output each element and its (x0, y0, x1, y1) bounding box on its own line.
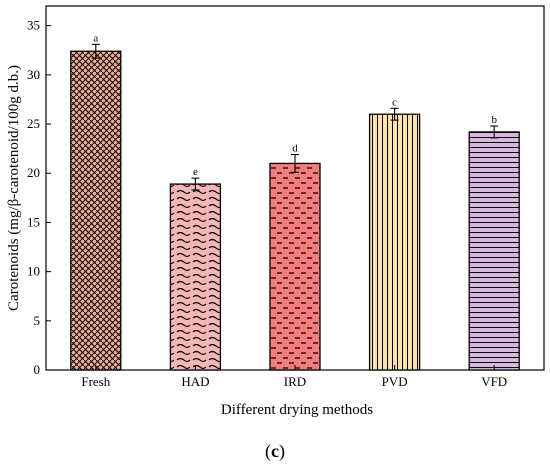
bar-ird: d (269, 143, 321, 371)
y-tick-label: 5 (34, 313, 41, 328)
bar-pattern (368, 113, 421, 371)
significance-letter: b (491, 114, 497, 126)
y-tick-label: 20 (27, 165, 40, 180)
x-tick-label: VFD (481, 374, 507, 389)
bar-fresh: a (70, 32, 122, 371)
panel-label: (c) (265, 441, 285, 462)
x-axis-title: Different drying methods (221, 402, 373, 418)
x-axis: Fresh HAD IRD PVD VFD (81, 365, 507, 389)
y-tick-label: 25 (27, 116, 40, 131)
bar-series: a e d c b (70, 32, 520, 371)
x-tick-label: PVD (382, 374, 408, 389)
significance-letter: d (292, 143, 298, 155)
panel-label-close: ) (279, 441, 285, 462)
bar-pattern (70, 50, 122, 371)
bar-pattern (468, 131, 520, 371)
significance-letter: c (392, 96, 397, 108)
y-tick-label: 15 (27, 214, 40, 229)
panel-label-letter: c (271, 441, 279, 461)
x-tick-label: HAD (181, 374, 209, 389)
significance-letter: e (193, 166, 198, 178)
x-tick-label: IRD (284, 374, 306, 389)
panel-label-open: ( (265, 441, 271, 462)
y-tick-label: 30 (27, 67, 40, 82)
y-tick-label: 10 (27, 264, 40, 279)
y-axis: 0 5 10 15 20 25 30 35 (27, 18, 51, 377)
significance-letter: a (93, 32, 98, 44)
bar-pattern (269, 162, 321, 371)
y-tick-label: 0 (34, 362, 41, 377)
bar-pvd: c (368, 96, 421, 371)
y-axis-title: Carotenoids (mg/β-carotenoid/100g d.b.) (6, 65, 22, 311)
x-tick-label: Fresh (81, 374, 110, 389)
y-tick-label: 35 (27, 18, 40, 33)
bar-had: e (169, 166, 222, 371)
bar-pattern (169, 183, 222, 371)
bar-vfd: b (468, 114, 520, 371)
